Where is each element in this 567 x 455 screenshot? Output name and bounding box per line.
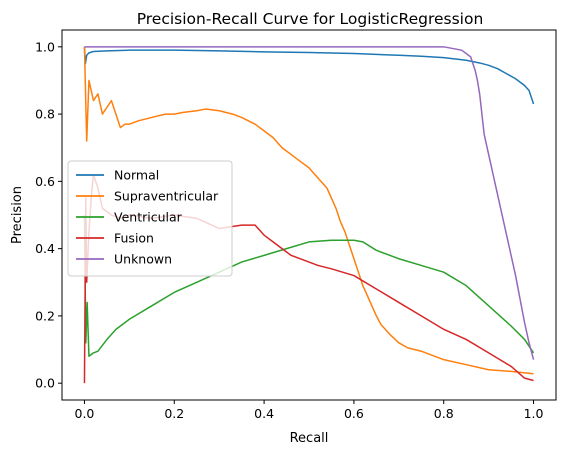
legend-box [67,160,233,277]
x-tick-label: 0.4 [254,406,274,421]
legend-label-fusion: Fusion [114,231,154,246]
x-tick-label: 0.2 [164,406,184,421]
legend-label-unknown: Unknown [114,252,172,267]
x-tick-label: 0.8 [434,406,454,421]
plot-frame [61,29,557,401]
x-tick-label: 0.0 [75,406,95,421]
series-line-ventricular [83,214,535,358]
x-tick-label: 0.6 [344,406,364,421]
y-tick-label: 1.0 [35,39,55,54]
chart-title: Precision-Recall Curve for LogisticRegre… [137,10,484,28]
series-line-supraventricular [83,46,534,375]
x-axis: 0.0 0.2 0.4 0.6 0.8 1.0 [75,400,544,421]
x-tick-label: 1.0 [524,406,544,421]
y-tick-label: 0.0 [35,376,55,391]
legend-label-normal: Normal [114,168,159,183]
series-line-unknown [84,46,535,360]
y-tick-label: 0.6 [35,174,55,189]
series-line-normal [83,46,535,105]
legend-label-ventricular: Ventricular [114,210,183,225]
x-axis-label: Recall [290,431,329,446]
y-tick-label: 0.4 [35,241,55,256]
y-tick-label: 0.2 [35,308,55,323]
y-axis: 0.0 0.2 0.4 0.6 0.8 1.0 [35,39,62,391]
y-axis-label: Precision [10,186,25,244]
legend-label-supraventricular: Supraventricular [114,189,219,204]
legend: Normal Supraventricular Ventricular Fusion U… [67,160,233,277]
y-tick-label: 0.8 [35,107,55,122]
